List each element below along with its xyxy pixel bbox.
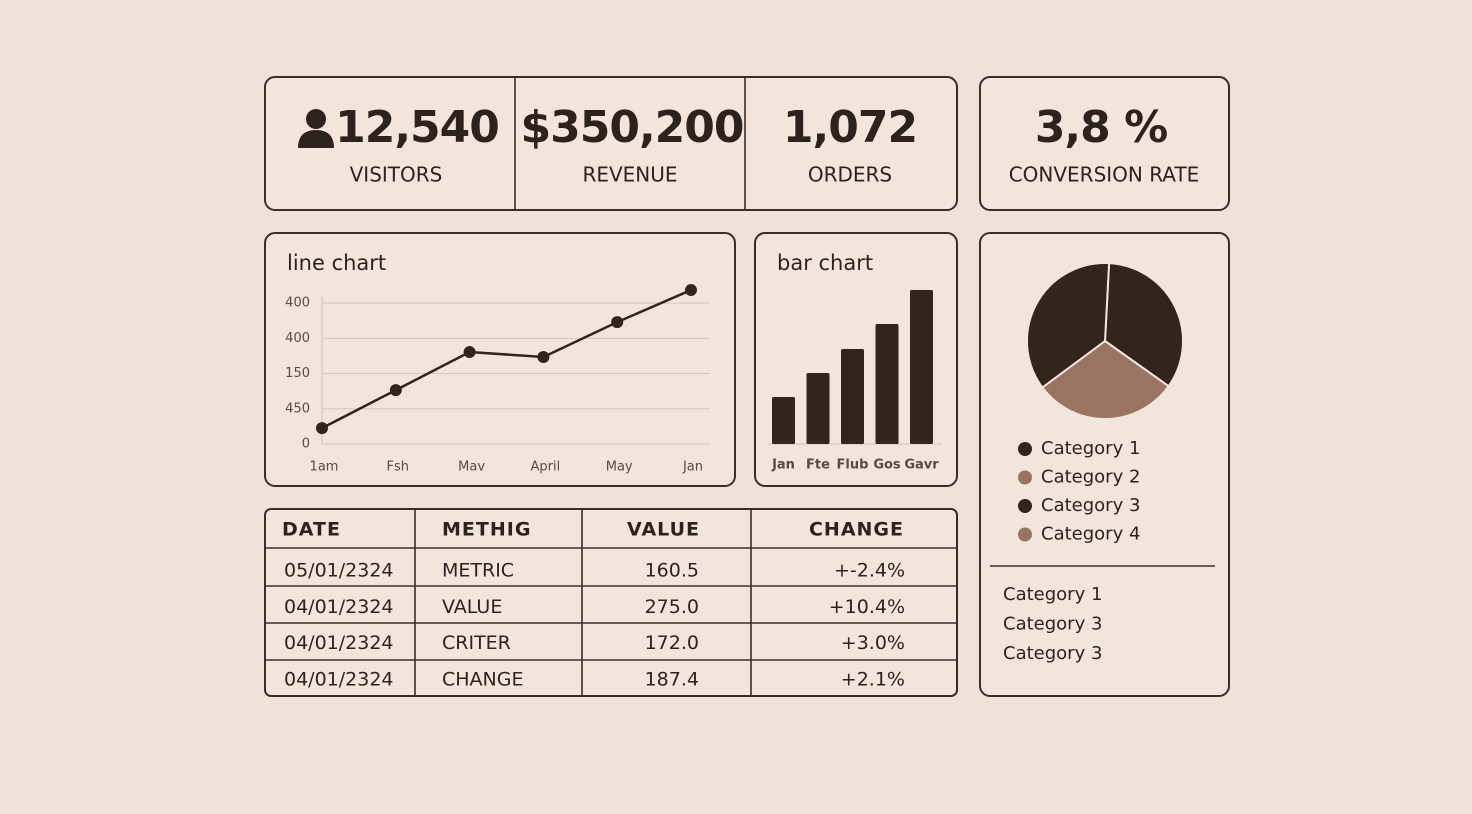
x-tick-label: Jan <box>682 460 703 475</box>
legend-label: Category 4 <box>1041 524 1140 545</box>
chart-title: bar chart <box>777 251 873 275</box>
table-cell: CRITER <box>442 632 511 654</box>
x-tick-label: 1am <box>310 460 339 475</box>
x-tick-label: Mav <box>458 460 485 475</box>
line-chart-card <box>264 232 736 487</box>
table-cell: 04/01/2324 <box>284 668 394 690</box>
point <box>463 346 476 359</box>
table-header: VALUE <box>627 519 700 541</box>
bar <box>910 290 933 444</box>
list-item: Category 1 <box>1003 584 1102 605</box>
bar <box>772 397 795 444</box>
x-tick-label: Fsh <box>387 460 410 475</box>
table-header: CHANGE <box>809 519 904 541</box>
table-cell: +10.4% <box>829 596 905 618</box>
x-tick-label: Gos <box>873 458 901 473</box>
table <box>264 508 958 697</box>
pie-slice <box>1103 262 1184 388</box>
point <box>316 422 328 435</box>
table-cell: VALUE <box>442 596 502 618</box>
pie-slice <box>1040 339 1170 420</box>
table-cell: 05/01/2324 <box>284 560 394 582</box>
kpi-card <box>979 76 1230 211</box>
person-icon <box>298 109 334 148</box>
y-tick-label: 0 <box>302 437 310 452</box>
x-tick-label: Jan <box>771 458 795 473</box>
x-tick-label: April <box>531 460 561 475</box>
point <box>537 350 550 363</box>
x-tick-label: May <box>606 460 633 475</box>
point <box>685 284 697 297</box>
line <box>321 288 692 430</box>
legend-label: Category 2 <box>1041 467 1140 488</box>
kpi-value: 12,540 <box>335 102 499 153</box>
table-cell: +3.0% <box>841 632 905 654</box>
table-cell: CHANGE <box>442 668 524 690</box>
chart-title: line chart <box>287 251 386 275</box>
kpi-group <box>264 76 958 211</box>
kpi-value: $350,200 <box>520 102 743 153</box>
table-cell: +-2.4% <box>834 560 905 582</box>
list-item: Category 3 <box>1003 643 1102 664</box>
legend-swatch <box>1018 527 1032 542</box>
table-cell: 172.0 <box>645 632 699 654</box>
legend-label: Category 3 <box>1041 495 1140 516</box>
y-tick-label: 400 <box>285 296 310 311</box>
pie-slice <box>1026 262 1111 389</box>
table-cell: +2.1% <box>841 668 905 690</box>
x-tick-label: Fte <box>806 458 830 473</box>
kpi-label: VISITORS <box>350 163 443 187</box>
kpi-value: 3,8 % <box>1035 102 1167 153</box>
x-tick-label: Gavr <box>904 458 939 473</box>
bar <box>841 349 864 444</box>
y-tick-label: 150 <box>285 366 310 381</box>
legend-label: Category 1 <box>1041 438 1140 459</box>
legend-swatch <box>1018 442 1032 456</box>
y-tick-label: 400 <box>285 331 310 346</box>
kpi-value: 1,072 <box>783 102 917 153</box>
table-cell: 187.4 <box>645 668 699 690</box>
x-tick-label: Flub <box>837 458 869 473</box>
bar <box>806 373 830 444</box>
point <box>611 316 624 329</box>
list-item: Category 3 <box>1003 614 1102 635</box>
table-cell: 04/01/2324 <box>284 596 394 618</box>
legend-swatch <box>1018 470 1032 485</box>
point <box>389 384 402 397</box>
table-cell: METRIC <box>442 560 514 582</box>
kpi-label: CONVERSION RATE <box>1009 163 1200 187</box>
table-cell: 275.0 <box>645 596 699 618</box>
legend-swatch <box>1018 499 1032 513</box>
y-tick-label: 450 <box>285 401 310 416</box>
kpi-label: REVENUE <box>582 163 677 187</box>
table-cell: 160.5 <box>645 560 699 582</box>
bar <box>875 324 899 444</box>
table-header: METHIG <box>442 519 531 541</box>
table-header: DATE <box>282 519 341 541</box>
table-cell: 04/01/2324 <box>284 632 394 654</box>
kpi-label: ORDERS <box>808 163 892 187</box>
